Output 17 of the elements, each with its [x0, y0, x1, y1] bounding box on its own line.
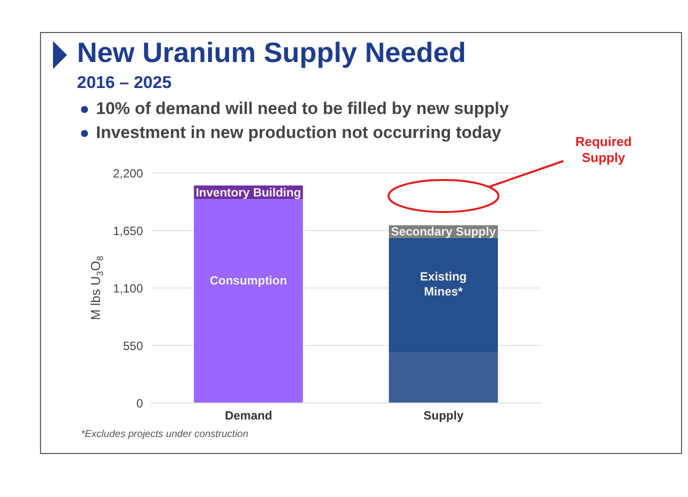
y-tick-label: 1,650	[112, 224, 144, 238]
series-label: Existing Mines*	[420, 269, 467, 298]
chart-title: New Uranium Supply Needed	[77, 37, 466, 69]
y-tick-label: 550	[122, 338, 144, 353]
y-tick-label: 0	[136, 396, 144, 410]
text: Investment in new production not occurring today	[96, 122, 502, 144]
text: Required Supply	[575, 134, 632, 165]
series-label: Consumption	[210, 274, 288, 288]
x-tick-label: Demand	[224, 408, 272, 423]
series-label: Inventory Building	[196, 185, 302, 200]
y-tick-label: 2,200	[112, 166, 144, 180]
text: *Excludes projects under construction	[81, 429, 248, 440]
chart-subtitle: 2016 – 2025	[77, 73, 172, 93]
text: 10% of demand will need to be filled by new supply	[96, 98, 509, 120]
series-label: Secondary Supply	[391, 224, 496, 239]
y-tick-label: 1,100	[112, 281, 144, 296]
x-tick-label: Supply	[423, 408, 464, 423]
